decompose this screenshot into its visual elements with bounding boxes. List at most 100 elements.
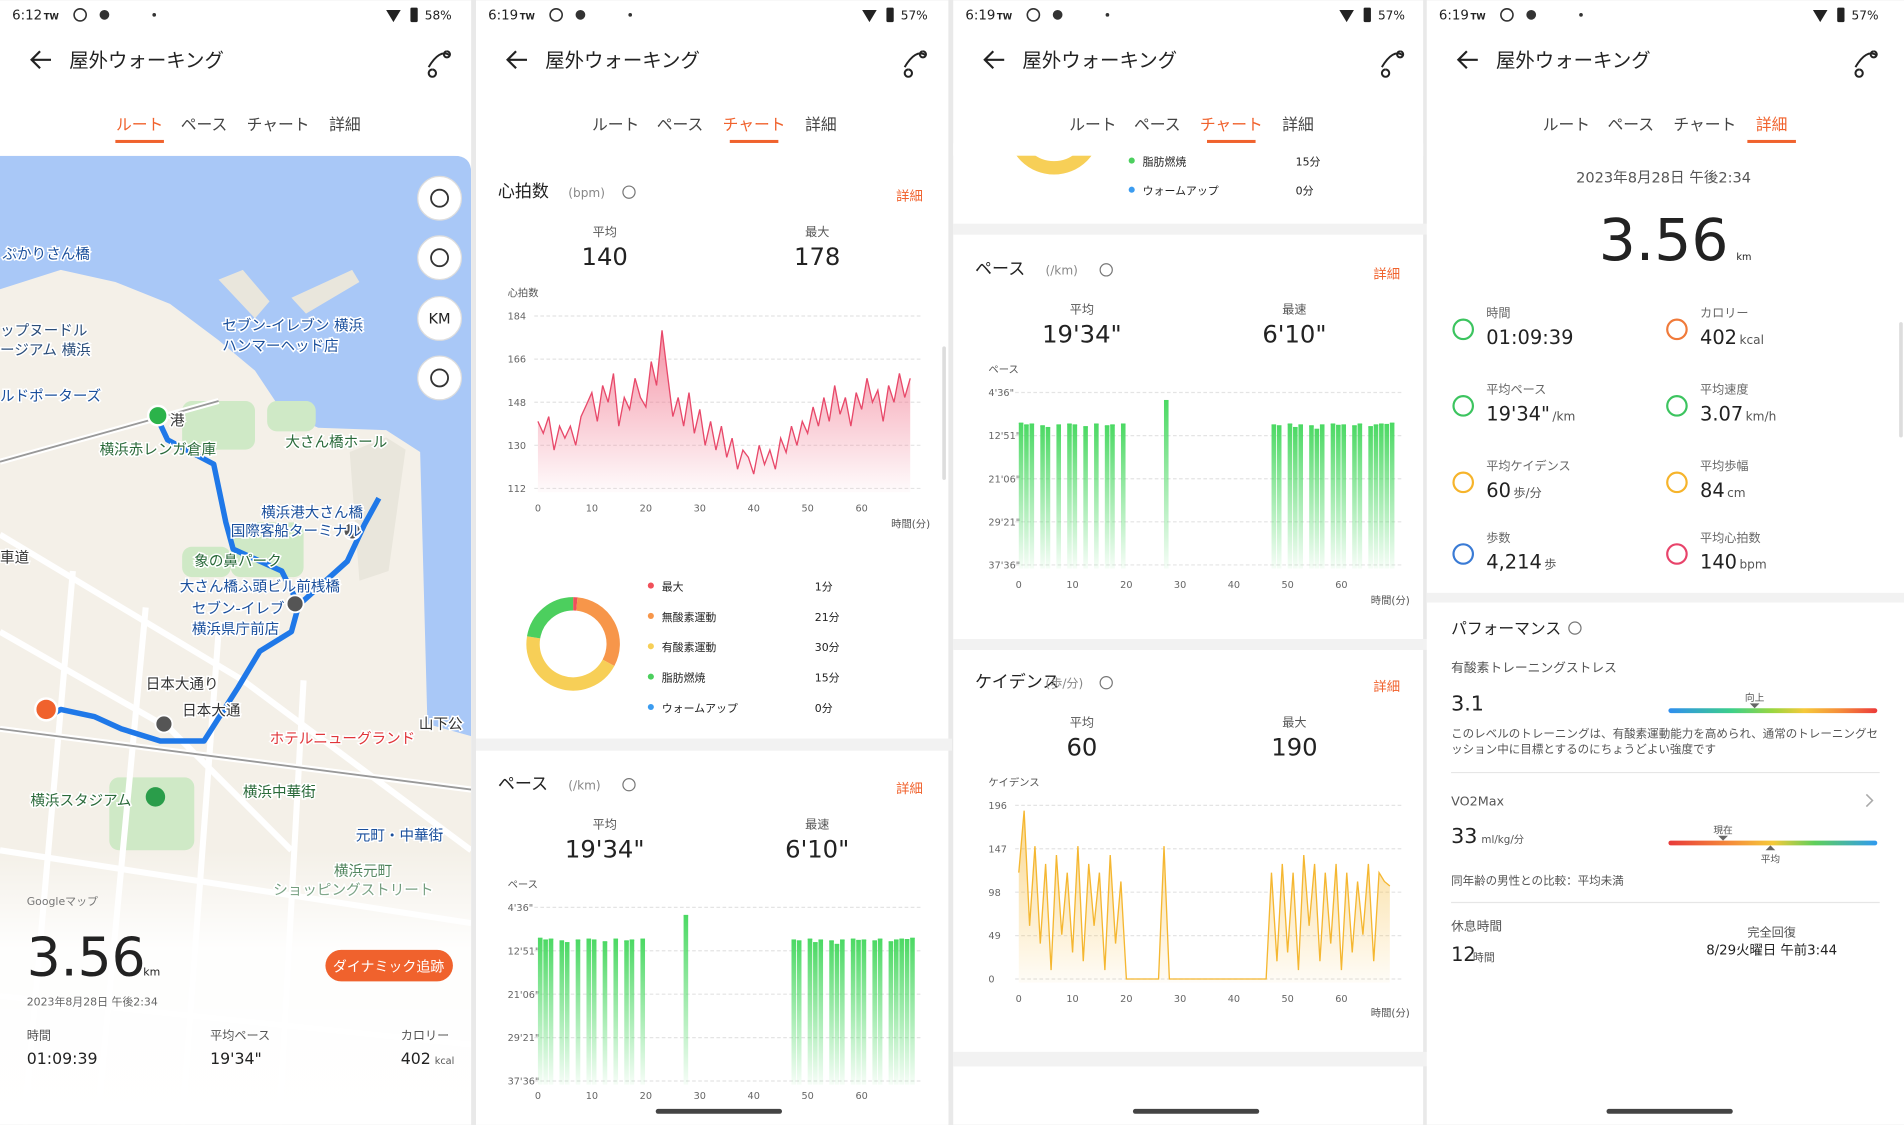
detail-link[interactable]: 詳細: [1373, 679, 1400, 695]
legend-value: 21分: [815, 611, 840, 624]
scrollbar: [942, 346, 946, 480]
route-icon[interactable]: [903, 50, 927, 78]
back-button[interactable]: [506, 50, 527, 70]
tab[interactable]: ペース: [1134, 115, 1181, 134]
metric-unit: ml/kg/分: [1481, 834, 1524, 846]
x-tick-label: 60: [855, 1091, 867, 1102]
detail-link[interactable]: 詳細: [896, 189, 923, 205]
tab[interactable]: ルート: [592, 115, 639, 134]
metric-value: 12: [1451, 943, 1476, 966]
route-icon[interactable]: [1854, 50, 1878, 78]
bar: [564, 942, 570, 1085]
detail-link[interactable]: 詳細: [896, 781, 923, 797]
chevron[interactable]: [1865, 793, 1874, 808]
map-button[interactable]: [417, 295, 463, 341]
tab[interactable]: ペース: [181, 115, 228, 134]
bar: [1379, 424, 1384, 569]
map-unit-button: KM: [429, 310, 451, 327]
bar: [904, 939, 910, 1085]
description: このレベルのトレーニングは、有酸素運動能力を高められ、通常のトレーニングセッショ…: [1451, 727, 1879, 757]
tab[interactable]: ルート: [1069, 115, 1116, 134]
x-tick-label: 10: [1066, 580, 1078, 591]
tab[interactable]: 詳細: [1282, 115, 1314, 134]
y-axis-label: 心拍数: [508, 287, 540, 300]
status-time: 6:19: [965, 9, 995, 24]
map-button[interactable]: [417, 175, 463, 221]
legend-dot: [647, 612, 654, 619]
bar: [1341, 425, 1347, 569]
training-gauge: [1668, 708, 1878, 714]
route-icon[interactable]: [427, 50, 451, 78]
stat-unit: km/h: [1746, 409, 1777, 423]
tab[interactable]: ペース: [1608, 115, 1655, 134]
x-tick-label: 50: [1281, 994, 1293, 1005]
y-tick-label: 166: [508, 355, 527, 366]
bar: [796, 941, 802, 1085]
map-park: [230, 522, 304, 578]
map-button[interactable]: [417, 355, 463, 401]
bar: [1336, 425, 1341, 569]
area: [537, 330, 911, 493]
bar: [1018, 423, 1024, 569]
bar: [1319, 425, 1325, 569]
section-title: ペース: [498, 775, 548, 795]
tab[interactable]: ルート: [116, 115, 163, 134]
status-battery: 57%: [1852, 9, 1879, 23]
detail-link[interactable]: 詳細: [1373, 266, 1400, 282]
stat-value: 19'34": [565, 835, 645, 864]
x-tick-label: 0: [535, 504, 541, 515]
map-label: 横浜スタジアム: [30, 792, 131, 809]
y-tick-label: 196: [988, 801, 1007, 812]
tab[interactable]: チャート: [1200, 115, 1263, 134]
legend-value: 15分: [1296, 155, 1321, 168]
back-button[interactable]: [30, 50, 51, 70]
section-title: ペース: [975, 260, 1025, 280]
back-button[interactable]: [1456, 50, 1478, 70]
dynamic-track-button[interactable]: [325, 949, 453, 982]
bar: [834, 944, 840, 1085]
tab[interactable]: 詳細: [805, 115, 837, 134]
tab[interactable]: 詳細: [329, 115, 361, 134]
tab[interactable]: チャート: [723, 115, 786, 134]
legend-name: 脂肪燃焼: [662, 671, 706, 685]
legend-name: 無酸素運動: [662, 610, 717, 624]
stat-unit: kcal: [1739, 333, 1764, 347]
stat-label: 歩数: [1486, 530, 1510, 545]
tab[interactable]: ルート: [1543, 115, 1590, 134]
route-icon[interactable]: [1380, 50, 1405, 78]
x-tick-label: 40: [748, 504, 760, 515]
bar: [1045, 427, 1051, 569]
bar: [602, 941, 608, 1085]
bar: [586, 939, 592, 1085]
x-tick-label: 20: [1120, 994, 1132, 1005]
donut-partial: [1014, 153, 1094, 175]
wifi-icon: [386, 10, 401, 23]
tab[interactable]: チャート: [247, 115, 310, 134]
bar: [1287, 424, 1293, 569]
wifi-icon: [862, 10, 877, 23]
tab[interactable]: 詳細: [1756, 115, 1788, 134]
home-indicator: [1606, 1108, 1733, 1114]
map-label: 国際客船ターミナル: [231, 523, 362, 540]
home-indicator: [1132, 1108, 1260, 1114]
bar: [1298, 425, 1303, 569]
status-icon: [73, 7, 88, 22]
map-label: 港: [170, 412, 185, 429]
page-title: 屋外ウォーキング: [545, 49, 700, 72]
info-icon: [1568, 621, 1582, 635]
x-axis-label: 時間(分): [1371, 595, 1410, 607]
back-button[interactable]: [983, 50, 1005, 70]
x-tick-label: 50: [1281, 580, 1293, 591]
tab[interactable]: チャート: [1673, 115, 1736, 134]
y-axis-label: ペース: [508, 879, 538, 891]
legend-name: 脂肪燃焼: [1143, 154, 1187, 168]
y-tick-label: 12'51": [508, 946, 540, 957]
y-axis-label: ケイデンス: [988, 776, 1039, 789]
y-tick-label: 49: [988, 931, 1000, 942]
battery-icon: [1837, 7, 1845, 23]
stat-value: 140: [1700, 551, 1737, 574]
map-button[interactable]: [417, 235, 463, 281]
tab[interactable]: ペース: [657, 115, 704, 134]
